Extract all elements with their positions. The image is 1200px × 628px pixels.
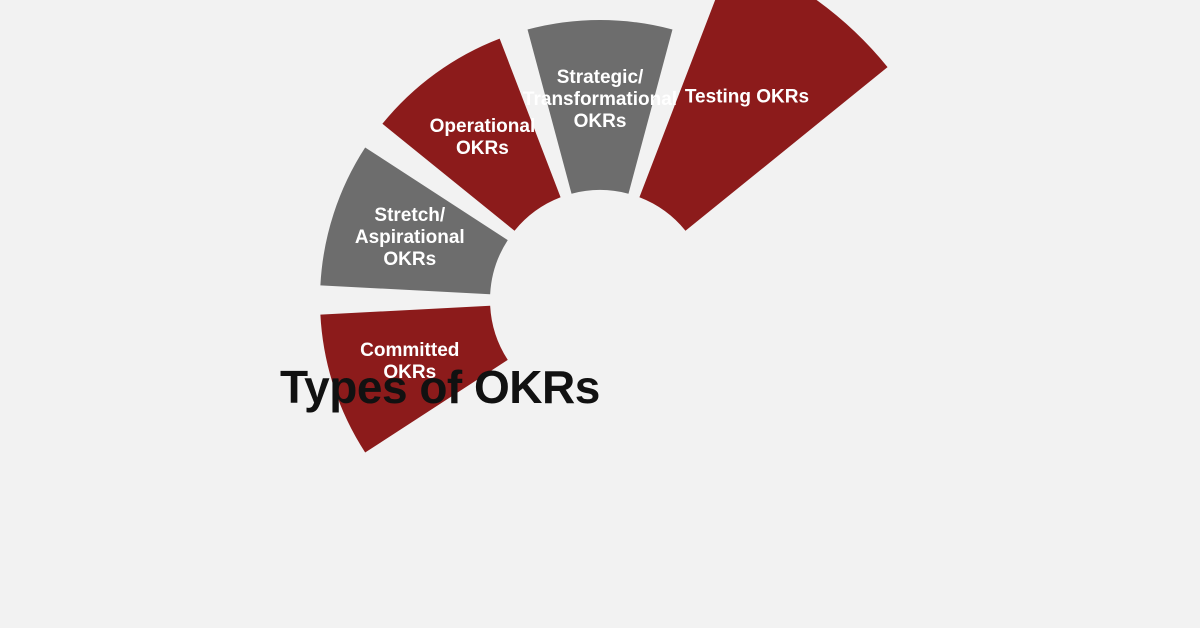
segment-label-testing: Testing OKRs — [685, 87, 809, 108]
diagram-title: Types of OKRs — [280, 360, 600, 414]
okr-types-diagram: CommittedOKRsStretch/AspirationalOKRsOpe… — [0, 0, 1200, 628]
radial-chart: CommittedOKRsStretch/AspirationalOKRsOpe… — [0, 0, 1200, 628]
segment-testing — [639, 0, 887, 231]
